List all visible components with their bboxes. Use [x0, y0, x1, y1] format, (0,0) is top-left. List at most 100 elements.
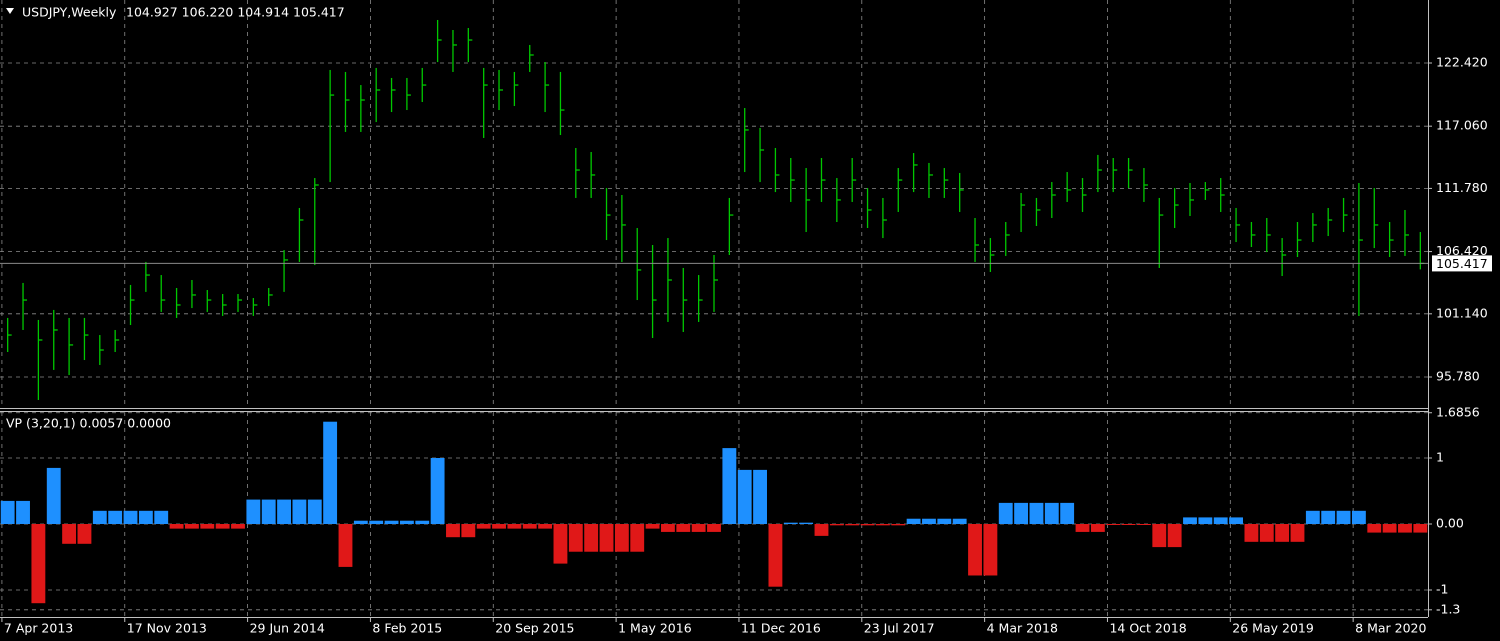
histogram-bar — [16, 500, 30, 525]
histogram-bar — [584, 524, 599, 552]
histogram-bar — [169, 524, 184, 529]
histogram-bar — [277, 499, 291, 525]
y-tick-label: -1 — [1436, 582, 1448, 597]
histogram-bar — [215, 524, 230, 529]
histogram-bar — [507, 524, 522, 529]
histogram-bar — [384, 520, 399, 525]
histogram-bar — [630, 524, 645, 552]
x-tick-label: 29 Jun 2014 — [250, 621, 325, 636]
histogram-bar — [845, 524, 860, 526]
indicator-title: VP (3,20,1) 0.0057 0.0000 — [6, 416, 171, 431]
histogram-bar — [369, 520, 384, 525]
y-tick-label: 106.420 — [1436, 243, 1488, 258]
x-tick-label: 8 Feb 2015 — [372, 621, 442, 636]
x-tick-label: 7 Apr 2013 — [4, 621, 73, 636]
histogram-bar — [860, 524, 875, 526]
histogram-bar — [307, 499, 322, 525]
histogram-bar — [998, 502, 1013, 525]
histogram-bar — [62, 524, 77, 544]
x-tick-label: 4 Mar 2018 — [987, 621, 1058, 636]
histogram-bar — [1259, 524, 1274, 542]
histogram-bar — [1152, 524, 1167, 548]
histogram-bar — [722, 448, 737, 525]
histogram-bar — [614, 524, 629, 552]
histogram-bar — [937, 518, 952, 525]
histogram-bar — [1213, 517, 1228, 525]
histogram-bar — [154, 510, 169, 525]
y-tick-label: 1 — [1436, 450, 1444, 465]
histogram-bar — [1229, 517, 1243, 525]
y-tick-label: -1.3 — [1436, 601, 1460, 616]
histogram-bar — [1305, 510, 1320, 525]
histogram-bar — [1029, 502, 1044, 525]
last-price-label: 105.417 — [1436, 256, 1488, 271]
histogram-bar — [1060, 502, 1075, 525]
histogram-bar — [430, 458, 445, 525]
histogram-bar — [46, 467, 61, 525]
histogram-bar — [123, 510, 138, 525]
histogram-bar — [1382, 524, 1397, 533]
histogram-bar — [138, 510, 153, 525]
histogram-bar — [768, 524, 783, 587]
histogram-bar — [691, 524, 706, 532]
histogram-bar — [185, 524, 199, 529]
histogram-bar — [553, 524, 568, 564]
x-tick-label: 17 Nov 2013 — [127, 621, 207, 636]
histogram-bar — [829, 524, 844, 526]
histogram-bar — [922, 518, 936, 525]
x-tick-label: 14 Oct 2018 — [1109, 621, 1186, 636]
histogram-bar — [707, 524, 721, 532]
histogram-bar — [1090, 524, 1105, 532]
histogram-bar — [1290, 524, 1305, 542]
histogram-bar — [1137, 524, 1151, 526]
histogram-bar — [799, 522, 814, 525]
histogram-bar — [568, 524, 583, 552]
x-tick-label: 1 May 2016 — [618, 621, 692, 636]
histogram-bar — [77, 524, 92, 544]
histogram-bar — [1167, 524, 1182, 548]
menu-triangle[interactable] — [6, 8, 14, 14]
y-tick-label: 117.060 — [1436, 118, 1488, 133]
histogram-bar — [875, 524, 890, 526]
histogram-bar — [891, 524, 906, 526]
x-tick-label: 8 Mar 2020 — [1355, 621, 1426, 636]
histogram-bar — [461, 524, 476, 538]
histogram-bar — [0, 500, 15, 525]
histogram-bar — [814, 524, 829, 536]
histogram-bar — [323, 421, 338, 525]
histogram-bar — [1321, 510, 1336, 525]
histogram-bar — [906, 518, 921, 525]
y-tick-label: 101.140 — [1436, 305, 1488, 320]
histogram-bar — [292, 499, 307, 525]
histogram-bar — [1106, 524, 1121, 526]
x-tick-label: 20 Sep 2015 — [495, 621, 574, 636]
histogram-bar — [1198, 517, 1213, 525]
histogram-bar — [92, 510, 107, 525]
y-tick-label: 95.780 — [1436, 369, 1480, 384]
histogram-bar — [261, 499, 276, 525]
histogram-bar — [476, 524, 491, 529]
histogram-bar — [338, 524, 353, 567]
y-tick-label: 111.780 — [1436, 180, 1488, 195]
y-tick-label: 0.00 — [1436, 516, 1464, 531]
histogram-bar — [1367, 524, 1382, 533]
histogram-bar — [200, 524, 215, 529]
histogram-bar — [661, 524, 675, 532]
histogram-bar — [753, 469, 767, 525]
histogram-bar — [676, 524, 691, 532]
histogram-bar — [1275, 524, 1290, 542]
histogram-bar — [446, 524, 460, 538]
histogram-bar — [983, 524, 998, 576]
last-price-box — [1432, 255, 1492, 272]
histogram-bar — [1398, 524, 1412, 533]
histogram-bar — [492, 524, 506, 529]
histogram-bar — [599, 524, 614, 552]
x-tick-label: 23 Jul 2017 — [864, 621, 935, 636]
histogram-bar — [1044, 502, 1059, 525]
histogram-bar — [1244, 524, 1259, 542]
histogram-bar — [1075, 524, 1090, 532]
histogram-bar — [645, 524, 660, 529]
y-tick-label: 122.420 — [1436, 55, 1488, 70]
